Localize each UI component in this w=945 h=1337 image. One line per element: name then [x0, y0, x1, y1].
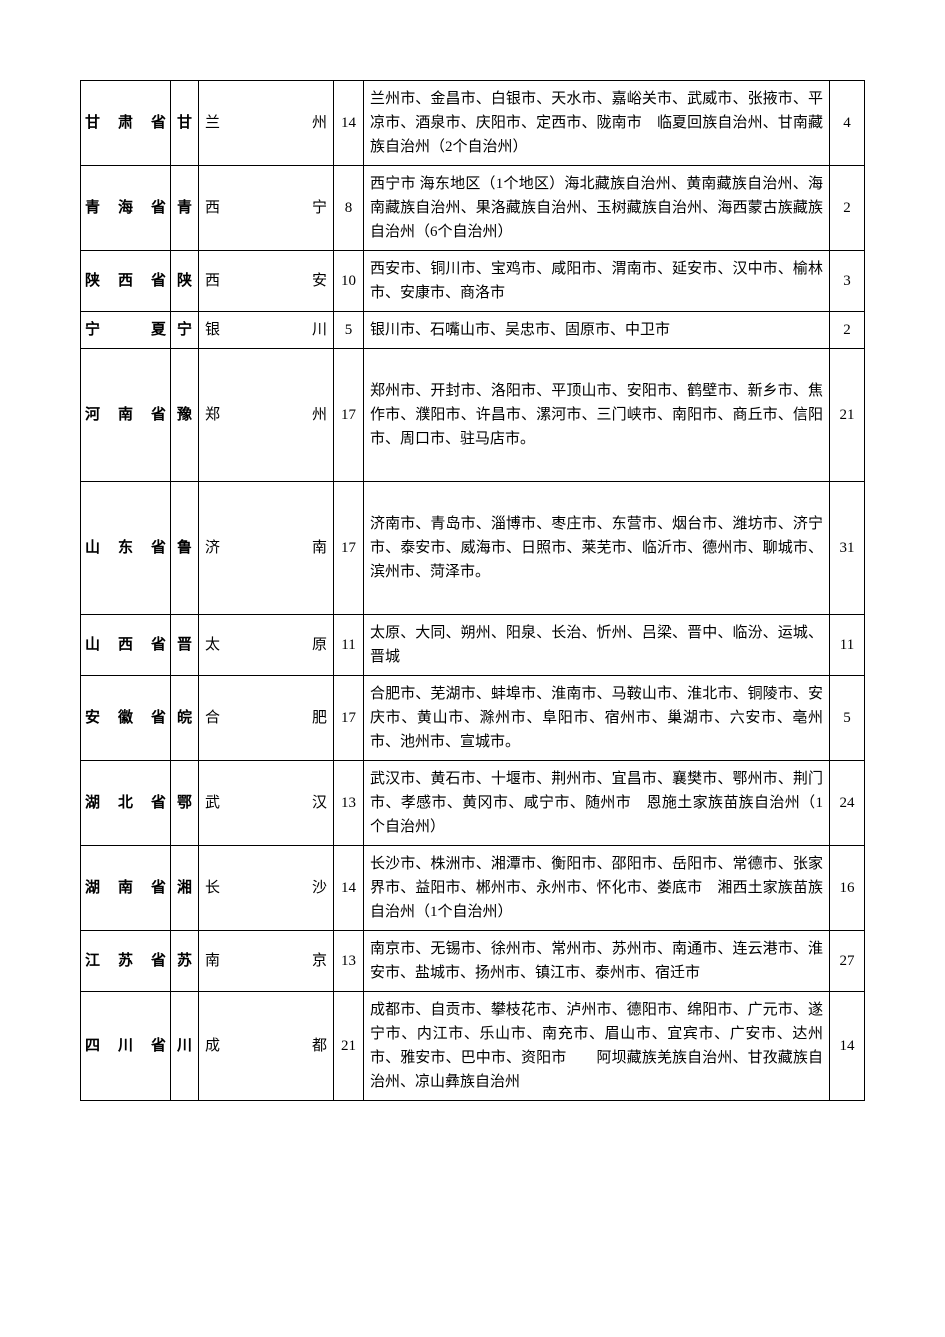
count1-cell: 13 — [334, 761, 364, 846]
abbr-cell: 皖 — [171, 676, 199, 761]
abbr-cell: 青 — [171, 166, 199, 251]
province-cell: 河南省 — [81, 349, 171, 482]
table-row: 山东省鲁济南17济南市、青岛市、淄博市、枣庄市、东营市、烟台市、潍坊市、济宁市、… — [81, 482, 865, 615]
count1-cell: 5 — [334, 312, 364, 349]
table-row: 甘肃省甘兰州14兰州市、金昌市、白银市、天水市、嘉峪关市、武威市、张掖市、平凉市… — [81, 81, 865, 166]
table-row: 宁夏宁银川5银川市、石嘴山市、吴忠市、固原市、中卫市2 — [81, 312, 865, 349]
cities-cell: 合肥市、芜湖市、蚌埠市、淮南市、马鞍山市、淮北市、铜陵市、安庆市、黄山市、滁州市… — [364, 676, 830, 761]
capital-cell: 济南 — [199, 482, 334, 615]
cities-cell: 武汉市、黄石市、十堰市、荆州市、宜昌市、襄樊市、鄂州市、荆门市、孝感市、黄冈市、… — [364, 761, 830, 846]
capital-cell: 西安 — [199, 251, 334, 312]
table-row: 安徽省皖合肥17合肥市、芜湖市、蚌埠市、淮南市、马鞍山市、淮北市、铜陵市、安庆市… — [81, 676, 865, 761]
abbr-cell: 鲁 — [171, 482, 199, 615]
abbr-cell: 豫 — [171, 349, 199, 482]
table-row: 山西省晋太原11太原、大同、朔州、阳泉、长治、忻州、吕梁、晋中、临汾、运城、晋城… — [81, 615, 865, 676]
table-body: 甘肃省甘兰州14兰州市、金昌市、白银市、天水市、嘉峪关市、武威市、张掖市、平凉市… — [81, 81, 865, 1101]
count1-cell: 8 — [334, 166, 364, 251]
count2-cell: 14 — [830, 992, 865, 1101]
table-row: 江苏省苏南京13南京市、无锡市、徐州市、常州市、苏州市、南通市、连云港市、淮安市… — [81, 931, 865, 992]
cities-cell: 兰州市、金昌市、白银市、天水市、嘉峪关市、武威市、张掖市、平凉市、酒泉市、庆阳市… — [364, 81, 830, 166]
province-cell: 安徽省 — [81, 676, 171, 761]
province-cell: 江苏省 — [81, 931, 171, 992]
province-cell: 青海省 — [81, 166, 171, 251]
abbr-cell: 苏 — [171, 931, 199, 992]
abbr-cell: 陕 — [171, 251, 199, 312]
province-cell: 湖北省 — [81, 761, 171, 846]
province-cell: 陕西省 — [81, 251, 171, 312]
cities-cell: 西宁市 海东地区（1个地区）海北藏族自治州、黄南藏族自治州、海南藏族自治州、果洛… — [364, 166, 830, 251]
capital-cell: 成都 — [199, 992, 334, 1101]
count2-cell: 4 — [830, 81, 865, 166]
count2-cell: 2 — [830, 166, 865, 251]
abbr-cell: 甘 — [171, 81, 199, 166]
capital-cell: 西宁 — [199, 166, 334, 251]
provinces-table: 甘肃省甘兰州14兰州市、金昌市、白银市、天水市、嘉峪关市、武威市、张掖市、平凉市… — [80, 80, 865, 1101]
cities-cell: 太原、大同、朔州、阳泉、长治、忻州、吕梁、晋中、临汾、运城、晋城 — [364, 615, 830, 676]
table-row: 湖南省湘长沙14长沙市、株洲市、湘潭市、衡阳市、邵阳市、岳阳市、常德市、张家界市… — [81, 846, 865, 931]
province-cell: 四川省 — [81, 992, 171, 1101]
cities-cell: 郑州市、开封市、洛阳市、平顶山市、安阳市、鹤壁市、新乡市、焦作市、濮阳市、许昌市… — [364, 349, 830, 482]
cities-cell: 银川市、石嘴山市、吴忠市、固原市、中卫市 — [364, 312, 830, 349]
cities-cell: 南京市、无锡市、徐州市、常州市、苏州市、南通市、连云港市、淮安市、盐城市、扬州市… — [364, 931, 830, 992]
count2-cell: 11 — [830, 615, 865, 676]
abbr-cell: 鄂 — [171, 761, 199, 846]
cities-cell: 济南市、青岛市、淄博市、枣庄市、东营市、烟台市、潍坊市、济宁市、泰安市、威海市、… — [364, 482, 830, 615]
table-row: 四川省川成都21成都市、自贡市、攀枝花市、泸州市、德阳市、绵阳市、广元市、遂宁市… — [81, 992, 865, 1101]
capital-cell: 合肥 — [199, 676, 334, 761]
capital-cell: 郑州 — [199, 349, 334, 482]
count2-cell: 3 — [830, 251, 865, 312]
count1-cell: 13 — [334, 931, 364, 992]
cities-cell: 西安市、铜川市、宝鸡市、咸阳市、渭南市、延安市、汉中市、榆林市、安康市、商洛市 — [364, 251, 830, 312]
count2-cell: 16 — [830, 846, 865, 931]
abbr-cell: 宁 — [171, 312, 199, 349]
count1-cell: 17 — [334, 482, 364, 615]
province-cell: 山西省 — [81, 615, 171, 676]
table-row: 陕西省陕西安10西安市、铜川市、宝鸡市、咸阳市、渭南市、延安市、汉中市、榆林市、… — [81, 251, 865, 312]
province-cell: 宁夏 — [81, 312, 171, 349]
capital-cell: 长沙 — [199, 846, 334, 931]
capital-cell: 武汉 — [199, 761, 334, 846]
count1-cell: 17 — [334, 676, 364, 761]
table-row: 青海省青西宁8西宁市 海东地区（1个地区）海北藏族自治州、黄南藏族自治州、海南藏… — [81, 166, 865, 251]
cities-cell: 长沙市、株洲市、湘潭市、衡阳市、邵阳市、岳阳市、常德市、张家界市、益阳市、郴州市… — [364, 846, 830, 931]
table-row: 湖北省鄂武汉13武汉市、黄石市、十堰市、荆州市、宜昌市、襄樊市、鄂州市、荆门市、… — [81, 761, 865, 846]
count1-cell: 10 — [334, 251, 364, 312]
count2-cell: 31 — [830, 482, 865, 615]
cities-cell: 成都市、自贡市、攀枝花市、泸州市、德阳市、绵阳市、广元市、遂宁市、内江市、乐山市… — [364, 992, 830, 1101]
count1-cell: 21 — [334, 992, 364, 1101]
capital-cell: 南京 — [199, 931, 334, 992]
count2-cell: 21 — [830, 349, 865, 482]
count1-cell: 14 — [334, 846, 364, 931]
count2-cell: 27 — [830, 931, 865, 992]
province-cell: 湖南省 — [81, 846, 171, 931]
table-row: 河南省豫郑州17郑州市、开封市、洛阳市、平顶山市、安阳市、鹤壁市、新乡市、焦作市… — [81, 349, 865, 482]
capital-cell: 太原 — [199, 615, 334, 676]
abbr-cell: 川 — [171, 992, 199, 1101]
abbr-cell: 湘 — [171, 846, 199, 931]
count2-cell: 5 — [830, 676, 865, 761]
capital-cell: 银川 — [199, 312, 334, 349]
count1-cell: 17 — [334, 349, 364, 482]
province-cell: 甘肃省 — [81, 81, 171, 166]
count1-cell: 11 — [334, 615, 364, 676]
count2-cell: 24 — [830, 761, 865, 846]
count2-cell: 2 — [830, 312, 865, 349]
count1-cell: 14 — [334, 81, 364, 166]
abbr-cell: 晋 — [171, 615, 199, 676]
capital-cell: 兰州 — [199, 81, 334, 166]
province-cell: 山东省 — [81, 482, 171, 615]
